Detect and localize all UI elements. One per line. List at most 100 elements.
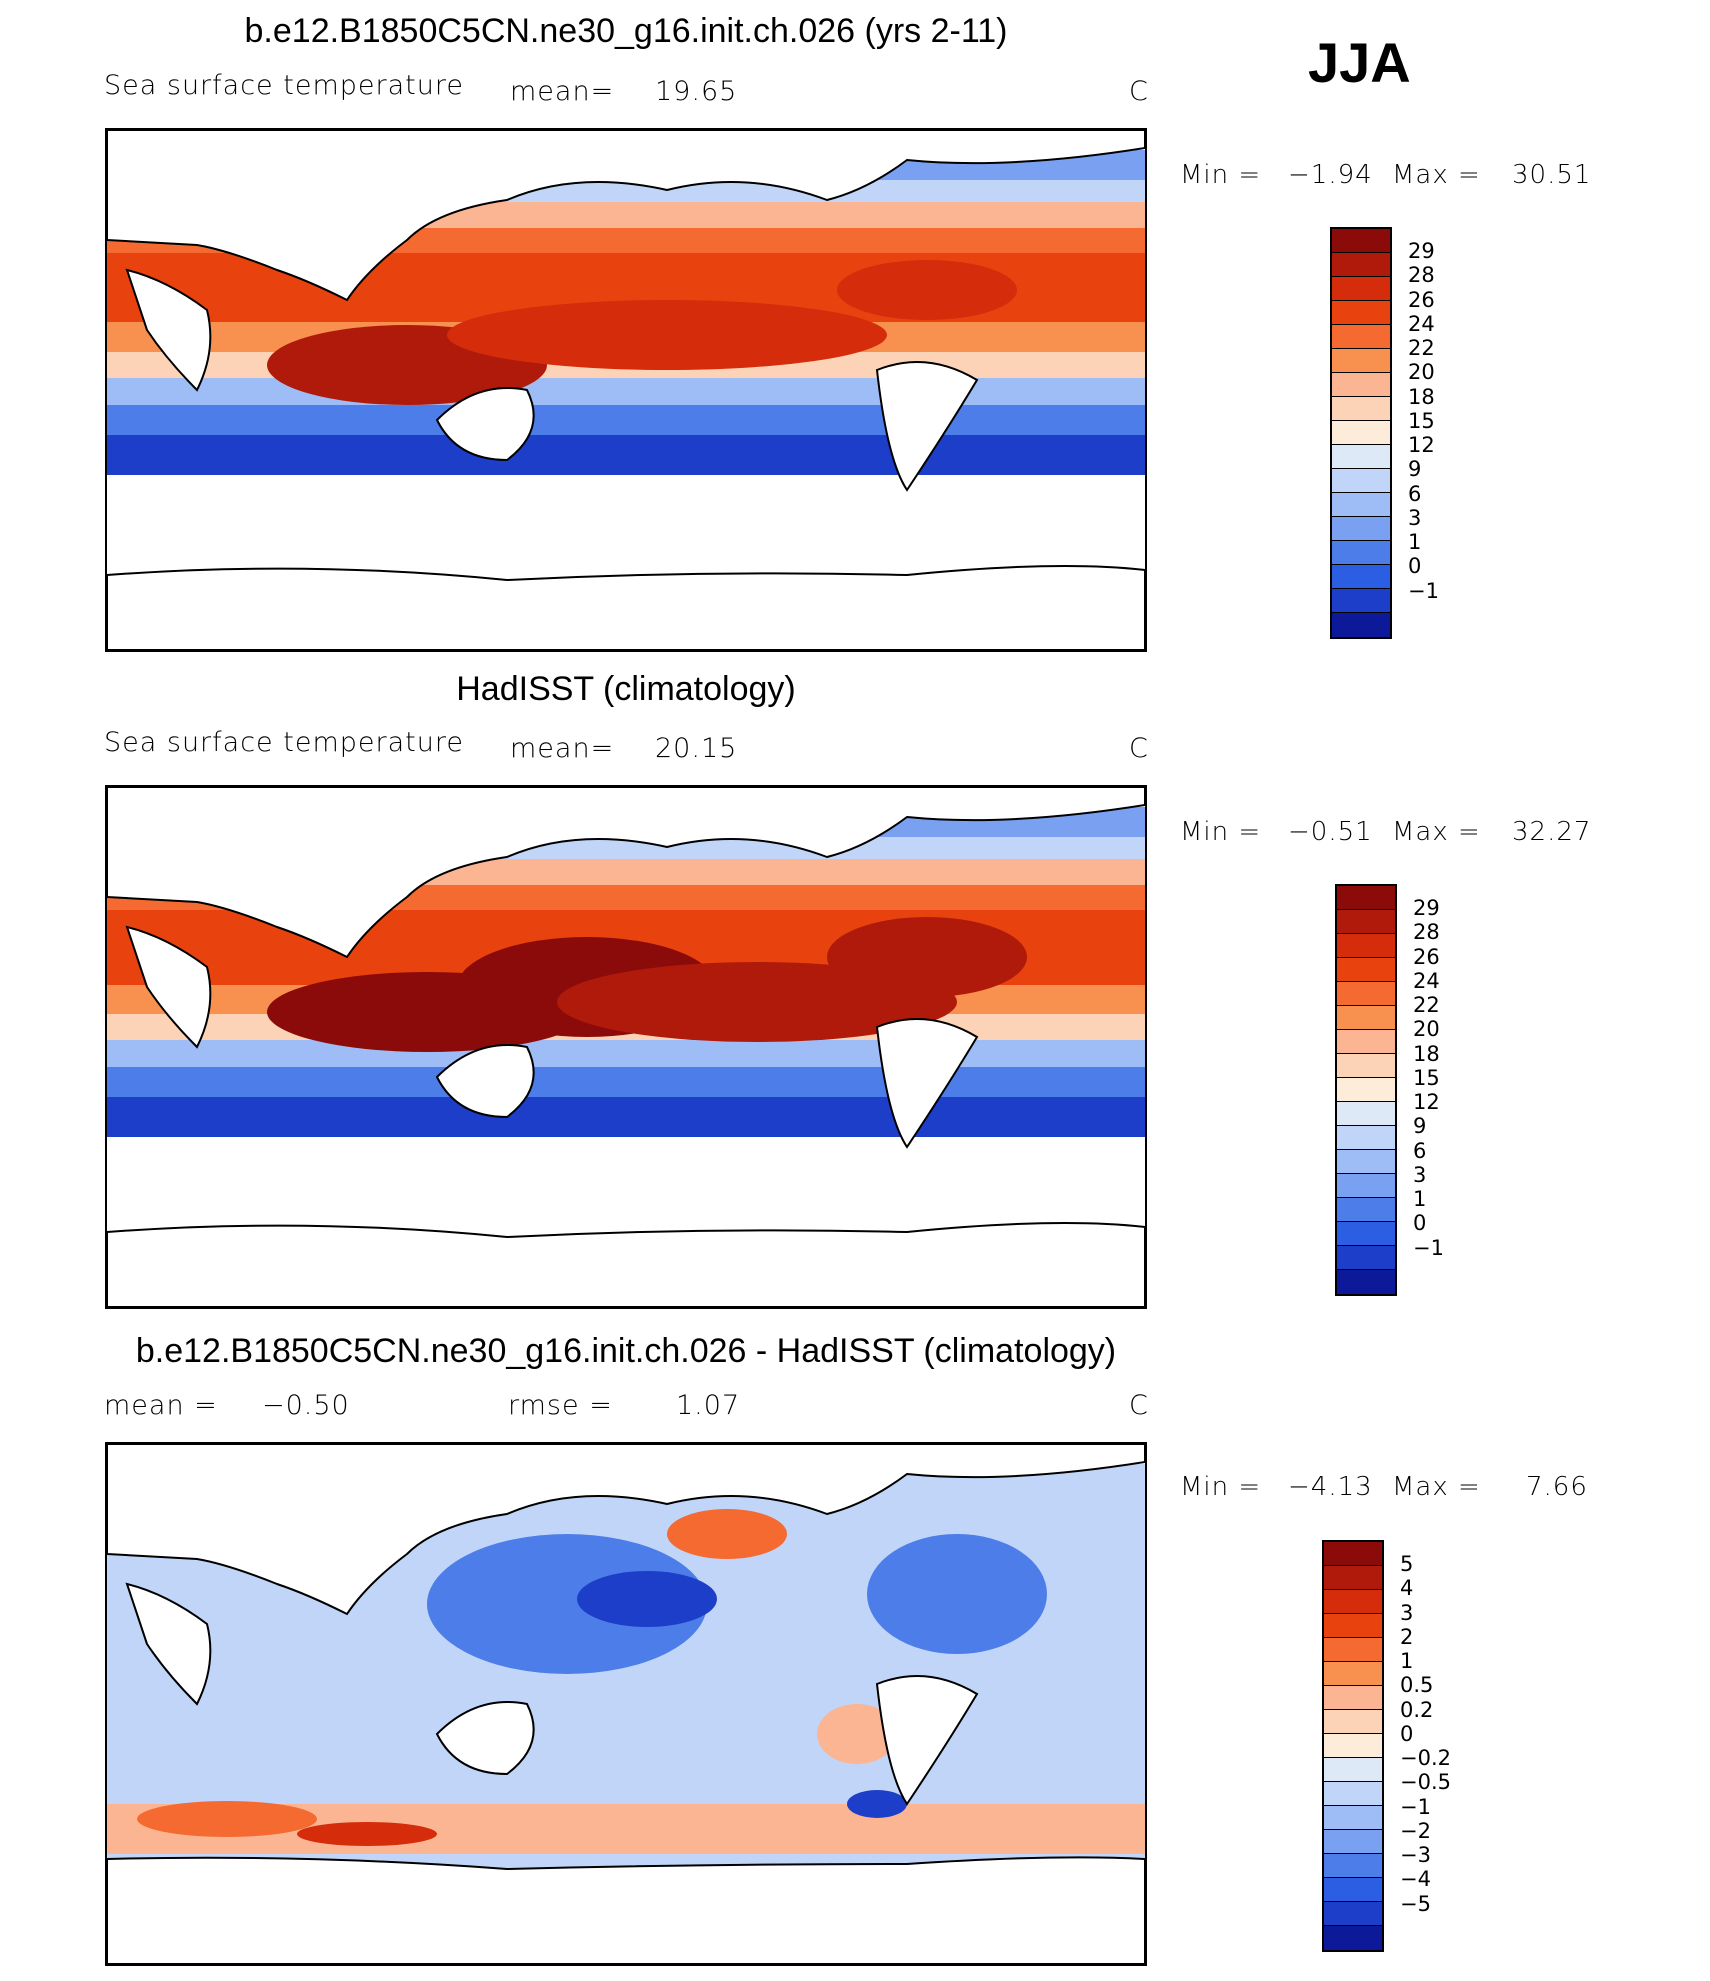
panel-1-max-value: 30.51	[1512, 160, 1592, 190]
colorbar-swatch	[1332, 469, 1390, 493]
colorbar-swatch	[1332, 445, 1390, 469]
colorbar-swatch	[1332, 253, 1390, 277]
colorbar-tick-label: 0.2	[1400, 1697, 1434, 1722]
sst-difference-map	[107, 1444, 1145, 1964]
panel-2-units: C	[1129, 733, 1149, 764]
colorbar-tick-label: 18	[1408, 384, 1435, 409]
colorbar-tick-label: 1	[1408, 530, 1422, 555]
panel-2-colorbar-labels: 29 28 26 24 22 20 18 15 12 9 6 3 1 0 −1	[1413, 884, 1493, 1296]
panel-1-variable: Sea surface temperature	[104, 70, 464, 101]
season-label: JJA	[1308, 31, 1411, 94]
colorbar-swatch	[1337, 1198, 1395, 1222]
panel-3-colorbar	[1322, 1540, 1384, 1952]
colorbar-swatch	[1337, 1006, 1395, 1030]
colorbar-tick-label: 28	[1413, 920, 1440, 945]
sst-hadisst-map	[107, 787, 1145, 1307]
colorbar-swatch	[1324, 1878, 1382, 1902]
panel-3-mean-value: −0.50	[262, 1390, 350, 1421]
colorbar-swatch	[1332, 541, 1390, 565]
panel-3-colorbar-labels: 5 4 3 2 1 0.5 0.2 0 −0.2 −0.5 −1 −2 −3 −4 −5	[1400, 1540, 1480, 1952]
panel-2-colorbar	[1335, 884, 1397, 1296]
colorbar-swatch	[1332, 349, 1390, 373]
colorbar-swatch	[1324, 1590, 1382, 1614]
panel-3-min-label: Min =	[1180, 1472, 1262, 1502]
colorbar-swatch	[1337, 1246, 1395, 1270]
panel-1-min-label: Min =	[1180, 160, 1262, 190]
colorbar-swatch	[1337, 1222, 1395, 1246]
panel-1-colorbar	[1330, 227, 1392, 639]
colorbar-swatch	[1324, 1686, 1382, 1710]
colorbar-swatch	[1324, 1662, 1382, 1686]
panel-2-map	[105, 785, 1147, 1309]
colorbar-tick-label: 6	[1413, 1138, 1427, 1163]
panel-3-units: C	[1129, 1390, 1149, 1421]
colorbar-tick-label: −3	[1400, 1843, 1431, 1868]
colorbar-swatch	[1324, 1902, 1382, 1926]
colorbar-swatch	[1324, 1758, 1382, 1782]
colorbar-tick-label: 20	[1413, 1017, 1440, 1042]
colorbar-tick-label: 2	[1400, 1624, 1414, 1649]
colorbar-swatch	[1337, 1126, 1395, 1150]
panel-2-min-label: Min =	[1180, 817, 1262, 847]
colorbar-tick-label: 26	[1413, 944, 1440, 969]
panel-2-variable: Sea surface temperature	[104, 727, 464, 758]
colorbar-tick-label: −0.5	[1400, 1770, 1451, 1795]
colorbar-swatch	[1332, 589, 1390, 613]
colorbar-tick-label: 1	[1400, 1649, 1414, 1674]
colorbar-swatch	[1324, 1926, 1382, 1950]
panel-1-units: C	[1129, 76, 1149, 107]
panel-1-min-value: −1.94	[1288, 160, 1373, 190]
colorbar-tick-label: 3	[1400, 1600, 1414, 1625]
colorbar-swatch	[1332, 277, 1390, 301]
colorbar-tick-label: 0	[1400, 1721, 1414, 1746]
colorbar-swatch	[1337, 886, 1395, 910]
colorbar-tick-label: 18	[1413, 1041, 1440, 1066]
colorbar-swatch	[1324, 1566, 1382, 1590]
colorbar-tick-label: −2	[1400, 1818, 1431, 1843]
panel-1-map	[105, 128, 1147, 652]
colorbar-tick-label: 6	[1408, 481, 1422, 506]
colorbar-tick-label: 9	[1408, 457, 1422, 482]
colorbar-tick-label: 12	[1413, 1090, 1440, 1115]
colorbar-swatch	[1337, 1030, 1395, 1054]
colorbar-swatch	[1337, 1150, 1395, 1174]
colorbar-swatch	[1337, 958, 1395, 982]
colorbar-tick-label: −1	[1413, 1235, 1444, 1260]
colorbar-tick-label: 0.5	[1400, 1673, 1434, 1698]
colorbar-swatch	[1324, 1614, 1382, 1638]
colorbar-swatch	[1337, 1174, 1395, 1198]
colorbar-tick-label: 4	[1400, 1576, 1414, 1601]
colorbar-tick-label: 0	[1413, 1211, 1427, 1236]
colorbar-tick-label: 29	[1413, 896, 1440, 921]
colorbar-tick-label: 28	[1408, 263, 1435, 288]
colorbar-tick-label: 9	[1413, 1114, 1427, 1139]
panel-3-mean-label: mean =	[104, 1390, 218, 1421]
panel-2-mean-label: mean=	[510, 733, 615, 764]
panel-3-rmse-label: rmse =	[508, 1390, 613, 1421]
panel-3-min-value: −4.13	[1288, 1472, 1373, 1502]
colorbar-swatch	[1332, 565, 1390, 589]
colorbar-tick-label: 0	[1408, 554, 1422, 579]
colorbar-swatch	[1332, 613, 1390, 637]
colorbar-tick-label: 24	[1413, 968, 1440, 993]
colorbar-tick-label: 15	[1413, 1065, 1440, 1090]
panel-1-mean-label: mean=	[510, 76, 615, 107]
colorbar-swatch	[1332, 421, 1390, 445]
colorbar-tick-label: 1	[1413, 1187, 1427, 1212]
panel-3-max-value: 7.66	[1526, 1472, 1588, 1502]
panel-1-mean-value: 19.65	[655, 76, 738, 107]
colorbar-tick-label: −5	[1400, 1891, 1431, 1916]
colorbar-swatch	[1332, 229, 1390, 253]
colorbar-swatch	[1337, 934, 1395, 958]
panel-2-min-value: −0.51	[1288, 817, 1373, 847]
colorbar-tick-label: 29	[1408, 239, 1435, 264]
colorbar-swatch	[1332, 325, 1390, 349]
panel-3-map	[105, 1442, 1147, 1966]
panel-3-max-label: Max =	[1392, 1472, 1481, 1502]
panel-2-max-value: 32.27	[1512, 817, 1592, 847]
colorbar-swatch	[1332, 397, 1390, 421]
colorbar-tick-label: 26	[1408, 287, 1435, 312]
panel-1-colorbar-labels: 29 28 26 24 22 20 18 15 12 9 6 3 1 0 −1	[1408, 227, 1488, 639]
colorbar-tick-label: −4	[1400, 1867, 1431, 1892]
colorbar-tick-label: −1	[1408, 578, 1439, 603]
